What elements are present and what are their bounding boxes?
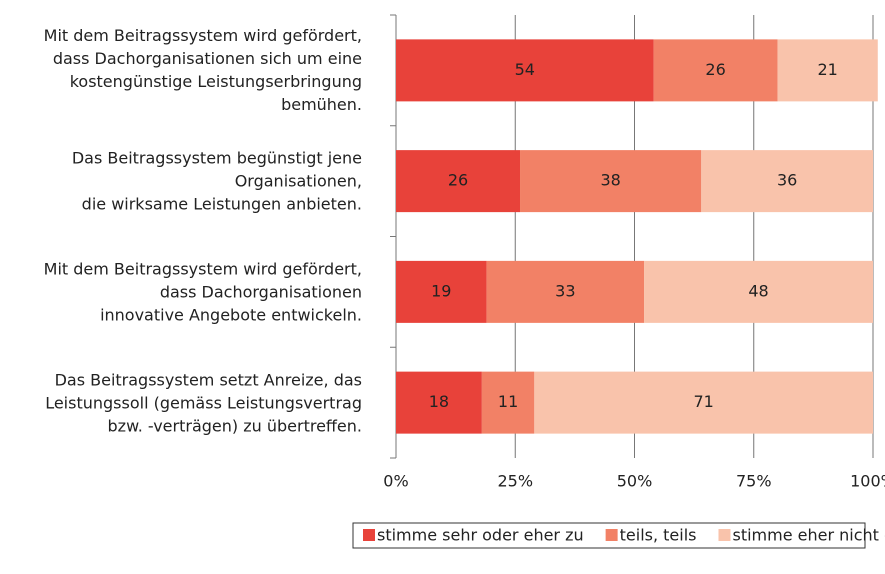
legend-label: teils, teils xyxy=(620,526,697,545)
bar-segment xyxy=(777,39,878,102)
legend: stimme sehr oder eher zu teils, teils stim… xyxy=(352,522,885,549)
value-label: 54 xyxy=(515,60,535,79)
legend-swatch xyxy=(363,529,375,541)
value-label: 48 xyxy=(748,281,768,300)
x-tick-label: 0% xyxy=(383,472,408,491)
value-label: 11 xyxy=(498,392,518,411)
bar-segment xyxy=(534,371,873,434)
x-tick-label: 100% xyxy=(850,472,885,491)
value-label: 26 xyxy=(448,171,468,190)
bar-segment xyxy=(486,260,645,323)
category-label: Das Beitragssystem setzt Anreize, das Le… xyxy=(45,370,362,436)
bar-segment xyxy=(653,39,778,102)
value-label: 71 xyxy=(693,392,713,411)
bar-segment xyxy=(481,371,535,434)
value-label: 33 xyxy=(555,281,575,300)
category-label: Das Beitragssystem begünstigt jene Organ… xyxy=(71,148,362,214)
legend-box xyxy=(352,522,866,549)
x-tick-label: 50% xyxy=(617,472,653,491)
value-label: 19 xyxy=(431,281,451,300)
bar-segment xyxy=(396,260,487,323)
x-tick-label: 75% xyxy=(736,472,772,491)
bar-segment xyxy=(644,260,873,323)
category-label: Mit dem Beitragssystem wird gefördert, d… xyxy=(43,259,362,325)
value-label: 18 xyxy=(429,392,449,411)
legend-label: stimme sehr oder eher zu xyxy=(377,526,584,545)
value-label: 26 xyxy=(705,60,725,79)
value-label: 21 xyxy=(818,60,838,79)
value-label: 38 xyxy=(600,171,620,190)
x-tick-label: 25% xyxy=(497,472,533,491)
bar-segment xyxy=(701,150,873,213)
bar-segment xyxy=(396,39,654,102)
value-label: 36 xyxy=(777,171,797,190)
legend-swatch xyxy=(718,529,731,541)
legend-label: stimme eher nicht oder gar nicht zu xyxy=(732,526,885,545)
bar-segment xyxy=(520,150,702,213)
bar-segment xyxy=(396,371,482,434)
legend-swatch xyxy=(605,529,618,541)
bar-segment xyxy=(396,150,521,213)
category-label: Mit dem Beitragssystem wird gefördert, d… xyxy=(43,26,362,115)
